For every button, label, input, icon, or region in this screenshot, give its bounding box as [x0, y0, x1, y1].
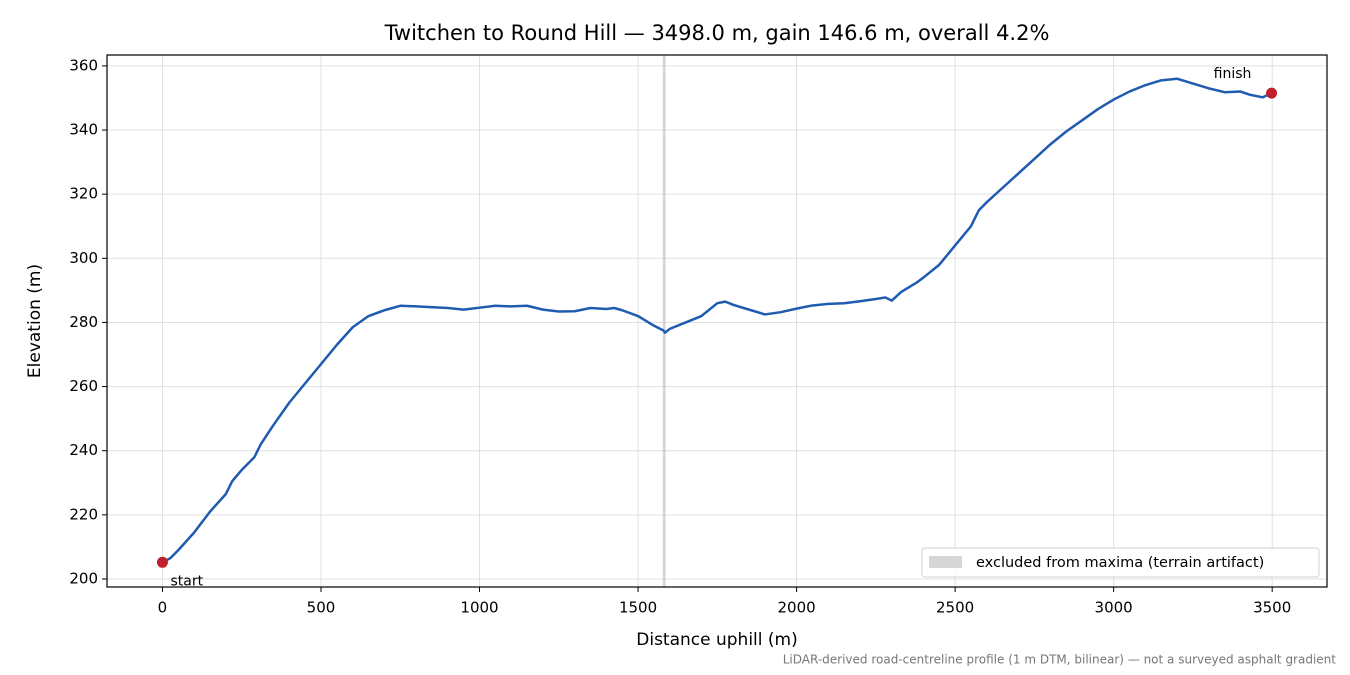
legend-swatch: [929, 556, 962, 568]
footnote: LiDAR-derived road-centreline profile (1…: [783, 653, 1337, 667]
endpoint-marker: [156, 556, 168, 568]
y-tick-label: 300: [69, 249, 98, 267]
annotation: start: [170, 573, 203, 589]
y-tick-label: 220: [69, 505, 98, 523]
plot-frame: [106, 54, 1328, 588]
y-tick-label: 320: [69, 185, 98, 203]
y-tick-label: 200: [69, 569, 98, 587]
endpoint-marker: [1266, 87, 1278, 99]
chart-title: Twitchen to Round Hill — 3498.0 m, gain …: [384, 21, 1050, 45]
legend-label: excluded from maxima (terrain artifact): [976, 555, 1264, 571]
x-tick-label: 1500: [619, 599, 657, 617]
y-tick-label: 280: [69, 313, 98, 331]
y-tick-label: 340: [69, 121, 98, 139]
y-tick-label: 360: [69, 56, 98, 74]
x-tick-label: 2500: [936, 599, 974, 617]
x-tick-label: 2000: [777, 599, 815, 617]
x-tick-label: 3000: [1095, 599, 1133, 617]
y-tick-label: 260: [69, 377, 98, 395]
x-tick-label: 0: [158, 599, 168, 617]
x-tick-label: 500: [307, 599, 336, 617]
excluded-band: [662, 55, 666, 587]
elevation-line: [161, 77, 1273, 564]
x-tick-label: 3500: [1253, 599, 1291, 617]
y-axis-label: Elevation (m): [25, 264, 45, 378]
annotation: finish: [1214, 66, 1252, 82]
x-axis-label: Distance uphill (m): [636, 630, 797, 650]
y-tick-label: 240: [69, 441, 98, 459]
legend-box: [921, 547, 1320, 578]
x-tick-label: 1000: [460, 599, 498, 617]
